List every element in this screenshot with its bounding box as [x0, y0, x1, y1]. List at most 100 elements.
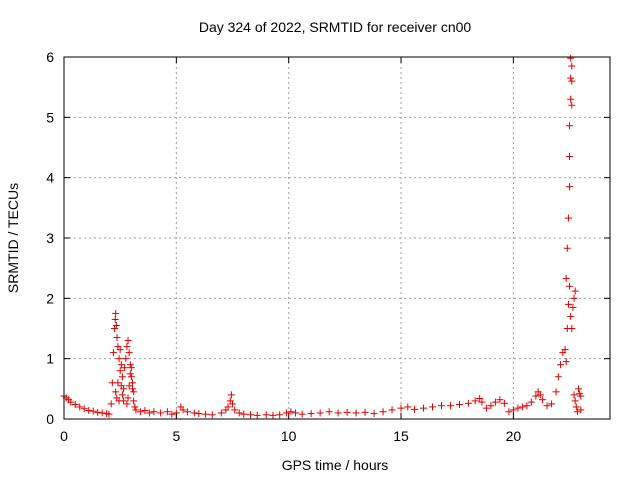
data-point — [388, 406, 396, 414]
data-point — [120, 385, 128, 393]
data-point — [563, 244, 571, 252]
x-tick-label: 5 — [172, 428, 180, 444]
data-point — [150, 408, 158, 416]
data-point — [307, 410, 315, 418]
data-point — [577, 406, 585, 414]
data-point — [231, 406, 239, 414]
data-point — [352, 409, 360, 417]
data-point — [114, 379, 122, 387]
data-point — [145, 409, 153, 417]
data-points — [60, 54, 585, 419]
data-point — [505, 408, 513, 416]
data-point — [568, 101, 576, 109]
data-point — [569, 303, 577, 311]
axis-ticks: 0 5 10 15 20 0 1 2 3 4 5 6 — [46, 49, 610, 444]
data-point — [577, 392, 585, 400]
data-point — [527, 398, 535, 406]
data-point — [262, 411, 270, 419]
data-point — [566, 122, 574, 130]
data-point — [112, 309, 120, 317]
data-point — [130, 397, 138, 405]
data-point — [98, 409, 106, 417]
data-point — [240, 410, 248, 418]
data-point — [491, 398, 499, 406]
data-point — [235, 409, 243, 417]
data-point — [554, 373, 562, 381]
data-point — [557, 361, 565, 369]
data-point — [126, 370, 134, 378]
data-point — [227, 391, 235, 399]
data-point — [85, 407, 93, 415]
x-tick-label: 20 — [506, 428, 522, 444]
data-point — [105, 410, 113, 418]
data-point — [572, 403, 580, 411]
data-point — [564, 300, 572, 308]
data-point — [428, 403, 436, 411]
data-point — [130, 388, 138, 396]
data-point — [567, 95, 575, 103]
data-point — [567, 312, 575, 320]
data-point — [567, 74, 575, 82]
data-point — [500, 399, 508, 407]
data-point — [129, 379, 137, 387]
data-point — [552, 388, 560, 396]
data-point — [539, 396, 547, 404]
data-point — [111, 315, 119, 323]
data-point — [561, 346, 569, 354]
chart-title: Day 324 of 2022, SRMTID for receiver cn0… — [199, 19, 472, 35]
data-point — [370, 410, 378, 418]
data-point — [115, 397, 123, 405]
data-point — [67, 398, 75, 406]
data-point — [567, 54, 575, 62]
data-point — [124, 337, 132, 345]
data-point — [80, 405, 88, 413]
data-point — [562, 274, 570, 282]
data-point — [548, 400, 556, 408]
grid — [64, 57, 610, 419]
y-tick-label: 4 — [46, 170, 54, 186]
data-point — [379, 408, 387, 416]
data-point — [291, 409, 299, 417]
data-point — [420, 404, 428, 412]
data-point — [229, 400, 237, 408]
data-point — [446, 402, 454, 410]
data-point — [129, 385, 137, 393]
data-point — [94, 408, 102, 416]
data-point — [496, 396, 504, 404]
data-point — [568, 62, 576, 70]
data-point — [132, 406, 140, 414]
data-point — [568, 77, 576, 85]
data-point — [118, 391, 126, 399]
data-point — [111, 325, 119, 332]
data-point — [253, 411, 261, 419]
data-point — [482, 404, 490, 412]
data-point — [566, 183, 574, 191]
data-point — [564, 214, 572, 222]
y-tick-label: 1 — [46, 351, 54, 367]
data-point — [571, 397, 579, 405]
data-point — [123, 400, 131, 408]
data-point — [246, 411, 254, 419]
data-point — [571, 287, 579, 295]
data-point — [455, 401, 463, 409]
data-point — [514, 404, 522, 412]
data-point — [437, 402, 445, 410]
data-point — [126, 361, 134, 369]
data-point — [361, 408, 369, 416]
data-point — [487, 402, 495, 410]
data-point — [121, 364, 129, 372]
y-axis-label: SRMTID / TECUs — [5, 183, 21, 293]
y-tick-label: 0 — [46, 411, 54, 427]
data-point — [217, 409, 225, 417]
data-point — [568, 325, 576, 332]
y-tick-label: 3 — [46, 230, 54, 246]
data-point — [127, 373, 135, 381]
data-point — [71, 401, 79, 409]
y-tick-label: 2 — [46, 290, 54, 306]
data-point — [115, 355, 123, 363]
data-point — [316, 409, 324, 417]
data-point — [131, 403, 139, 411]
data-point — [125, 349, 133, 357]
data-point — [334, 409, 342, 417]
data-point — [509, 406, 517, 414]
